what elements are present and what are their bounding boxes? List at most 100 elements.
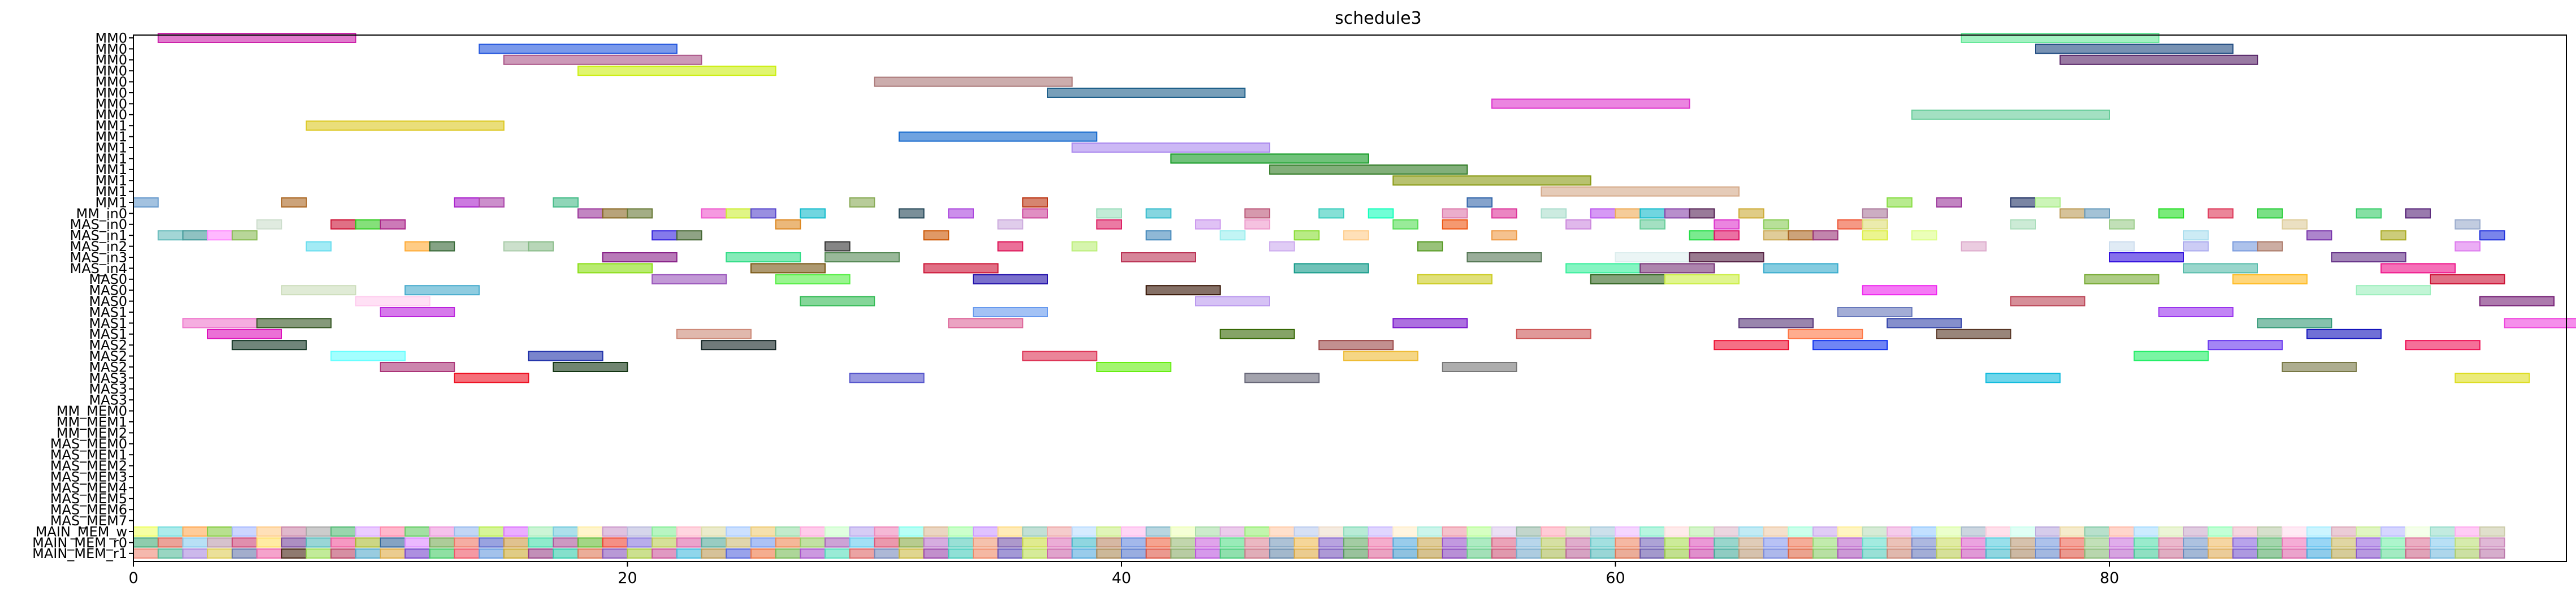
task-bar: [1022, 208, 1048, 219]
task-bar: [2010, 537, 2036, 548]
task-bar: [1293, 537, 1320, 548]
task-bar: [1145, 526, 1172, 537]
task-bar: [553, 197, 579, 208]
task-bar: [2430, 526, 2456, 537]
task-bar: [577, 537, 603, 548]
task-bar: [750, 548, 776, 559]
task-bar: [1837, 219, 1863, 230]
task-bar: [1466, 252, 1542, 262]
task-bar: [1788, 329, 1863, 339]
task-bar: [1689, 537, 1715, 548]
y-tick-label: MM_MEM0: [57, 403, 127, 419]
y-tick-label: MAS2: [89, 338, 127, 353]
task-bar: [1615, 208, 1641, 219]
task-bar: [1911, 230, 1938, 241]
task-bar: [2257, 241, 2283, 252]
task-bar: [429, 241, 455, 252]
task-bar: [1318, 340, 1394, 351]
task-bar: [2084, 526, 2111, 537]
task-bar: [2380, 526, 2407, 537]
task-bar: [503, 537, 529, 548]
task-bar: [1689, 548, 1715, 559]
task-bar: [849, 537, 875, 548]
task-bar: [577, 66, 776, 76]
task-bar: [2035, 526, 2061, 537]
task-bar: [1886, 197, 1913, 208]
task-bar: [1664, 537, 1690, 548]
task-bar: [281, 285, 357, 296]
task-bar: [2479, 230, 2505, 241]
task-bar: [948, 548, 974, 559]
task-bar: [1442, 362, 1517, 372]
task-bar: [1862, 219, 1888, 230]
task-bar: [2281, 362, 2357, 372]
task-bar: [898, 548, 925, 559]
y-tick-label: MAS_in4: [70, 261, 127, 277]
task-bar: [1615, 548, 1641, 559]
task-bar: [2207, 548, 2234, 559]
task-bar: [1911, 548, 1938, 559]
task-bar: [2207, 537, 2234, 548]
task-bar: [2281, 537, 2308, 548]
task-bar: [577, 208, 603, 219]
task-bar: [948, 537, 974, 548]
task-bar: [1293, 263, 1369, 274]
task-bar: [701, 208, 727, 219]
task-bar: [1343, 526, 1369, 537]
task-bar: [1639, 208, 1665, 219]
task-bar: [1219, 526, 1246, 537]
task-bar: [2207, 526, 2234, 537]
task-bar: [1886, 548, 1913, 559]
task-bar: [207, 526, 233, 537]
task-bar: [2454, 548, 2481, 559]
task-bar: [1096, 362, 1172, 372]
task-bar: [1022, 548, 1048, 559]
task-bar: [800, 526, 826, 537]
task-bar: [1689, 252, 1764, 262]
task-bar: [330, 548, 357, 559]
task-bar: [1763, 219, 1789, 230]
y-tick-label: MAS2: [89, 348, 127, 364]
task-bar: [281, 526, 307, 537]
task-bar: [2010, 548, 2036, 559]
task-bar: [256, 526, 283, 537]
task-bar: [553, 526, 579, 537]
task-bar: [898, 131, 1098, 142]
task-bar: [2257, 537, 2283, 548]
task-bar: [1417, 548, 1443, 559]
y-tick-label: MAS0: [89, 293, 127, 309]
task-bar: [997, 537, 1024, 548]
task-bar: [1886, 526, 1913, 537]
task-bar: [379, 362, 455, 372]
task-bar: [1145, 537, 1172, 548]
task-bar: [602, 208, 628, 219]
task-bar: [2454, 537, 2481, 548]
task-bar: [1195, 526, 1221, 537]
task-bar: [1886, 318, 1962, 329]
task-bar: [701, 537, 727, 548]
task-bar: [379, 219, 406, 230]
task-bar: [2084, 548, 2111, 559]
task-bar: [1541, 526, 1567, 537]
task-bar: [577, 526, 603, 537]
y-tick-label: MM0: [95, 85, 127, 101]
task-bar: [1714, 548, 1740, 559]
y-tick-label: MM_MEM2: [57, 425, 127, 441]
task-bar: [2084, 537, 2111, 548]
task-bar: [1491, 230, 1517, 241]
task-bar: [1244, 219, 1271, 230]
task-bar: [1466, 526, 1493, 537]
task-bar: [256, 548, 283, 559]
task-bar: [2430, 548, 2456, 559]
task-bar: [1417, 241, 1443, 252]
task-bar: [2281, 219, 2308, 230]
task-bar: [2504, 318, 2576, 329]
task-bar: [2380, 537, 2407, 548]
task-bar: [2158, 208, 2185, 219]
task-bar: [824, 526, 851, 537]
task-bar: [775, 537, 801, 548]
task-bar: [1096, 219, 1123, 230]
task-bar: [1121, 548, 1147, 559]
y-tick-label: MAS3: [89, 381, 127, 397]
task-bar: [1565, 537, 1591, 548]
